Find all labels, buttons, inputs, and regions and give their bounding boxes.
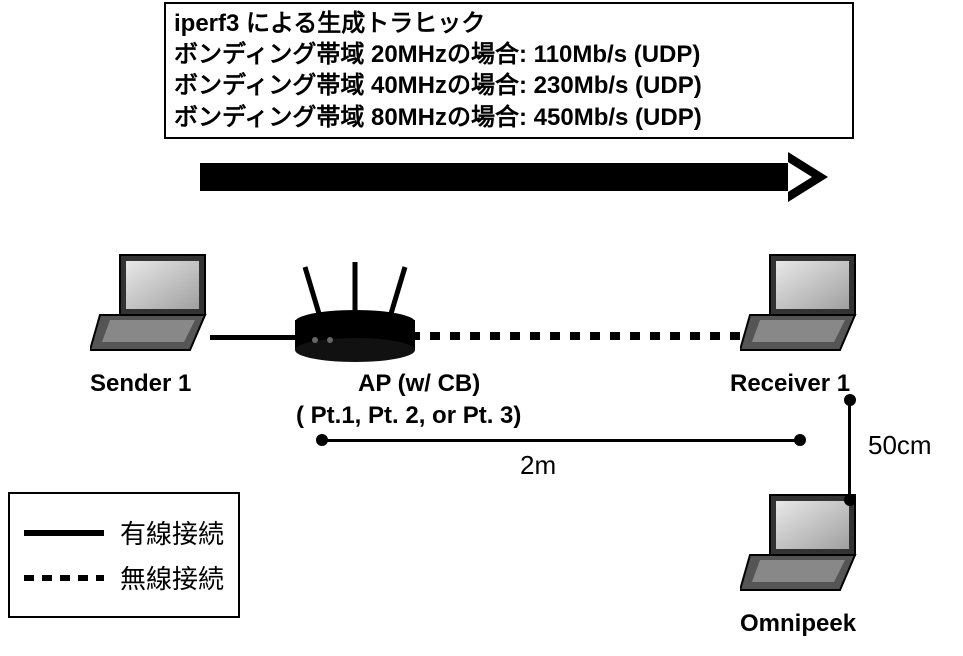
omnipeek-label: Omnipeek [740, 610, 856, 638]
legend-wireless-text: 無線接続 [120, 559, 224, 596]
legend-wired-text: 有線接続 [120, 514, 224, 551]
ap-router-icon [285, 262, 425, 377]
legend-solid-line-icon [24, 530, 104, 536]
sender-label: Sender 1 [90, 370, 191, 398]
info-line-4: ボンディング帯域 80MHzの場合: 450Mb/s (UDP) [174, 102, 844, 133]
dist-v-endpoint-bottom [844, 494, 856, 506]
info-line-1: iperf3 による生成トラヒック [174, 8, 844, 39]
legend-wired-row: 有線接続 [24, 514, 224, 551]
legend-dashed-line-icon [24, 575, 104, 581]
receiver-laptop-icon [740, 250, 870, 365]
legend-wireless-row: 無線接続 [24, 559, 224, 596]
info-line-2: ボンディング帯域 20MHzの場合: 110Mb/s (UDP) [174, 39, 844, 70]
legend-box: 有線接続 無線接続 [8, 492, 240, 618]
info-line-3: ボンディング帯域 40MHzの場合: 230Mb/s (UDP) [174, 70, 844, 101]
dist-h-label: 2m [520, 450, 556, 481]
wireless-connection-line [410, 332, 760, 340]
sender-laptop-icon [90, 250, 220, 365]
traffic-info-box: iperf3 による生成トラヒック ボンディング帯域 20MHzの場合: 110… [164, 2, 854, 139]
dist-h-line [322, 439, 800, 442]
omnipeek-laptop-icon [740, 490, 870, 605]
dist-v-label: 50cm [868, 430, 932, 461]
ap-label-2: ( Pt.1, Pt. 2, or Pt. 3) [296, 402, 521, 430]
ap-label-1: AP (w/ CB) [358, 370, 480, 398]
dist-v-line [848, 400, 851, 500]
receiver-label: Receiver 1 [730, 370, 850, 398]
dist-h-endpoint-right [794, 434, 806, 446]
